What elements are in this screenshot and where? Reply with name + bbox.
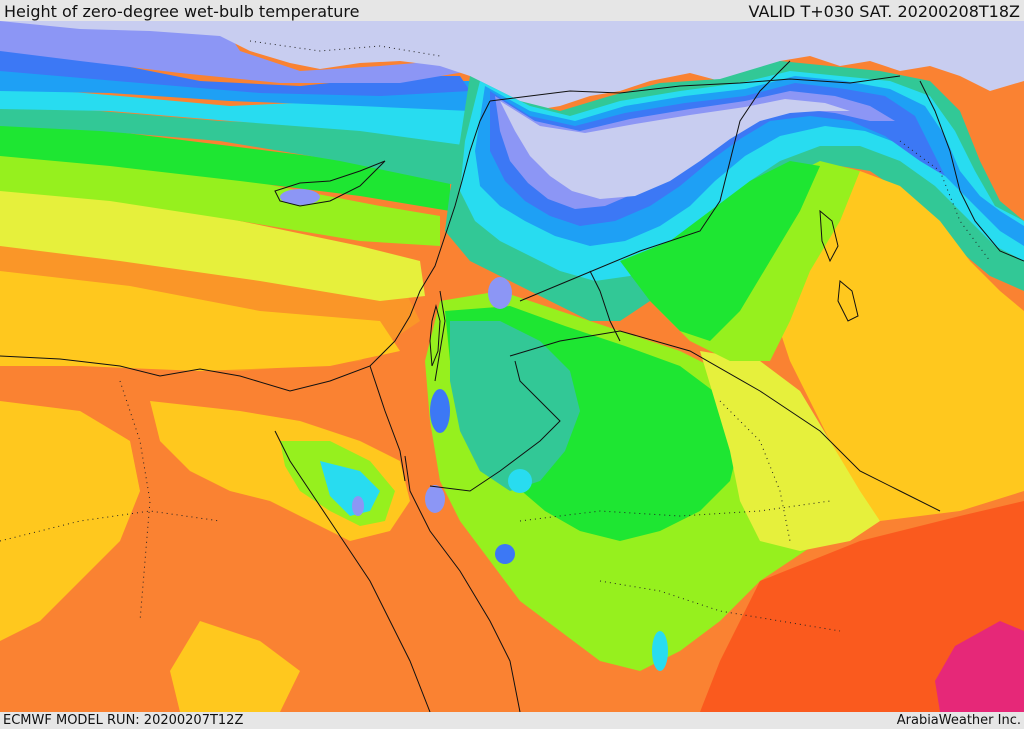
cold-spot-cyprus [280, 189, 320, 205]
admin-boundary-saudi-3 [719, 400, 791, 542]
contour-level-9-iraq [770, 171, 1024, 521]
contour-level-9-west [0, 271, 400, 371]
title-bar: Height of zero-degree wet-bulb temperatu… [0, 0, 1024, 21]
map-title: Height of zero-degree wet-bulb temperatu… [4, 2, 360, 21]
red-sea-west-coast [274, 430, 431, 712]
egypt-israel-border [369, 365, 406, 482]
map-panel [0, 21, 1024, 712]
contour-level-6-iraq [620, 161, 820, 341]
lake-outline [819, 209, 839, 263]
contour-level-9-libya [0, 401, 140, 641]
contour-level-3-west [0, 61, 470, 111]
cold-spot-negev [430, 389, 450, 433]
cold-spot-hejaz [495, 544, 515, 564]
jordan-river [434, 290, 446, 382]
iraq-iran-border [919, 80, 1024, 262]
cold-spot-tabuk [425, 485, 445, 513]
jordan-saudi-border [429, 360, 561, 492]
contour-level-13 [935, 621, 1024, 712]
cold-spot-jerusalem [488, 277, 512, 309]
cold-spot-medina [652, 631, 668, 671]
model-run-label: ECMWF MODEL RUN: 20200207T12Z [3, 713, 244, 728]
contour-level-4-sinai [320, 461, 380, 516]
contour-level-12 [700, 501, 1024, 712]
lake-outline-2 [837, 280, 859, 322]
cold-spot-jordan [508, 469, 532, 493]
syria-iraq-border [519, 60, 791, 302]
dead-sea-outline [429, 304, 441, 367]
turkey-syria-border [489, 75, 901, 102]
admin-boundary-turkey [249, 40, 441, 57]
contour-below-ground-north [0, 21, 1024, 111]
mediterranean-coastline [0, 100, 491, 392]
contour-below-ground-syria [500, 99, 850, 199]
contour-level-5-jordan [450, 321, 580, 491]
contour-level-1-west [0, 21, 470, 83]
cold-spot-sinai [352, 496, 364, 516]
freezing-level-map [0, 21, 1024, 712]
admin-boundary-saudi-2 [599, 580, 841, 632]
contour-level-6-west [0, 121, 450, 211]
contour-level-7-west [0, 146, 440, 246]
jordan-iraq-border [589, 270, 621, 342]
contour-level-5-west [0, 106, 460, 186]
contour-level-8-arabia [700, 351, 880, 551]
cyprus-coastline [274, 160, 386, 207]
valid-time-label: VALID T+030 SAT. 20200208T18Z [748, 2, 1020, 21]
contour-level-9-sudan [170, 621, 300, 712]
admin-boundary-saudi [519, 500, 831, 522]
credit-label: ArabiaWeather Inc. [896, 713, 1021, 728]
contour-level-8-west [0, 181, 425, 301]
red-sea-east-coast [404, 455, 521, 712]
saudi-iraq-border [509, 330, 941, 512]
admin-boundary-iran [899, 140, 991, 262]
footer-bar: ECMWF MODEL RUN: 20200207T12Z ArabiaWeat… [0, 712, 1024, 729]
